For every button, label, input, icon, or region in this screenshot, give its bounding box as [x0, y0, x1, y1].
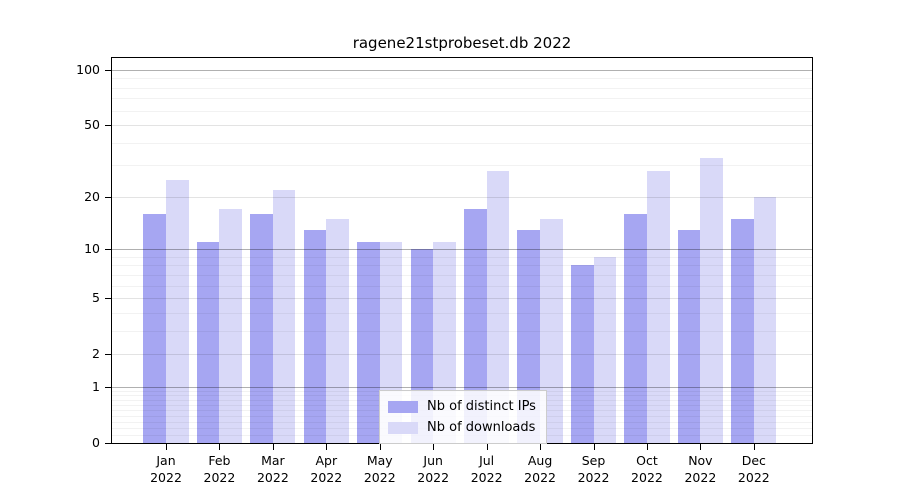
gridline-y-70: [112, 98, 812, 100]
bar-distinct-ips-feb: [196, 242, 220, 443]
y-tick-label: 1: [92, 378, 100, 394]
legend: Nb of distinct IPs Nb of downloads: [379, 390, 547, 444]
x-tick-mark: [272, 444, 274, 450]
y-tick-label: 2: [92, 346, 100, 362]
legend-swatch-distinct-ips: [388, 400, 418, 413]
gridline-y-60: [112, 110, 812, 112]
legend-swatch-downloads: [388, 421, 418, 434]
gridline-y-10: [112, 249, 812, 251]
y-tick-mark: [105, 125, 111, 127]
gridline-y-20: [112, 196, 812, 198]
gridline-y-40: [112, 142, 812, 144]
gridline-y-90: [112, 78, 812, 80]
y-tick-label: 100: [76, 61, 100, 77]
gridline-y-3: [112, 330, 812, 332]
chart-title: ragene21stprobeset.db 2022: [352, 34, 572, 52]
x-tick-label-jun: Jun 2022: [417, 453, 450, 485]
gridline-y-9: [112, 256, 812, 258]
x-tick-mark: [593, 444, 595, 450]
y-tick-label: 50: [84, 117, 100, 133]
x-tick-mark: [379, 444, 381, 450]
legend-row-downloads: Nb of downloads: [388, 417, 536, 438]
bar-downloads-nov: [700, 157, 723, 443]
x-tick-mark: [433, 444, 435, 450]
y-tick-mark: [105, 298, 111, 300]
x-tick-label-may: May 2022: [363, 453, 396, 485]
gridline-y-2: [112, 354, 812, 356]
legend-label-downloads: Nb of downloads: [427, 420, 536, 435]
y-tick-mark: [105, 354, 111, 356]
x-tick-mark: [700, 444, 702, 450]
x-tick-label-nov: Nov 2022: [684, 453, 717, 485]
bar-downloads-oct: [646, 170, 670, 443]
x-tick-label-dec: Dec 2022: [737, 453, 770, 485]
x-tick-mark: [166, 444, 167, 450]
gridline-y-80: [112, 87, 812, 89]
bar-distinct-ips-aug: [517, 229, 541, 443]
x-tick-mark: [540, 444, 542, 450]
bar-distinct-ips-jul: [464, 209, 487, 443]
y-tick-label: 20: [84, 188, 100, 204]
y-tick-mark: [105, 69, 111, 71]
x-tick-label-apr: Apr 2022: [310, 453, 343, 485]
bar-distinct-ips-oct: [624, 213, 647, 443]
gridline-y-6: [112, 285, 812, 287]
bar-downloads-feb: [219, 209, 243, 443]
y-tick-label: 0: [92, 435, 100, 450]
gridline-y-8: [112, 265, 812, 267]
x-tick-label-aug: Aug 2022: [524, 453, 556, 485]
x-tick-mark: [753, 444, 755, 450]
y-tick-mark: [105, 386, 111, 388]
bar-distinct-ips-nov: [677, 229, 701, 443]
bar-distinct-ips-jan: [143, 213, 166, 443]
bar-downloads-jul: [486, 170, 510, 443]
x-tick-label-sep: Sep 2022: [577, 453, 610, 485]
gridline-y-7: [112, 274, 812, 276]
gridline-y-5: [112, 298, 812, 300]
x-tick-label-jan: Jan 2022: [150, 453, 182, 485]
x-tick-label-jul: Jul 2022: [470, 453, 503, 485]
legend-label-distinct-ips: Nb of distinct IPs: [427, 399, 536, 414]
bar-distinct-ips-mar: [250, 213, 273, 443]
gridline-y-30: [112, 165, 812, 167]
bar-downloads-dec: [753, 196, 777, 443]
x-tick-mark: [646, 444, 648, 450]
y-tick-mark: [105, 196, 111, 198]
y-tick-label: 5: [92, 290, 100, 306]
y-tick-label: 10: [84, 241, 100, 257]
x-tick-mark: [219, 444, 221, 450]
gridline-y-1: [112, 386, 812, 388]
bar-distinct-ips-apr: [303, 229, 327, 443]
bar-downloads-mar: [272, 189, 296, 443]
y-tick-mark: [105, 249, 111, 251]
legend-row-distinct-ips: Nb of distinct IPs: [388, 396, 536, 417]
gridline-y-4: [112, 312, 812, 314]
x-tick-label-oct: Oct 2022: [631, 453, 663, 485]
y-tick-mark: [105, 443, 111, 444]
x-tick-label-feb: Feb 2022: [203, 453, 236, 485]
bar-downloads-jan: [166, 179, 189, 443]
x-tick-mark: [326, 444, 328, 450]
x-tick-label-mar: Mar 2022: [256, 453, 289, 485]
bar-distinct-ips-may: [357, 242, 380, 443]
gridline-y-100: [112, 69, 812, 71]
x-tick-mark: [486, 444, 488, 450]
gridline-y-50: [112, 125, 812, 127]
